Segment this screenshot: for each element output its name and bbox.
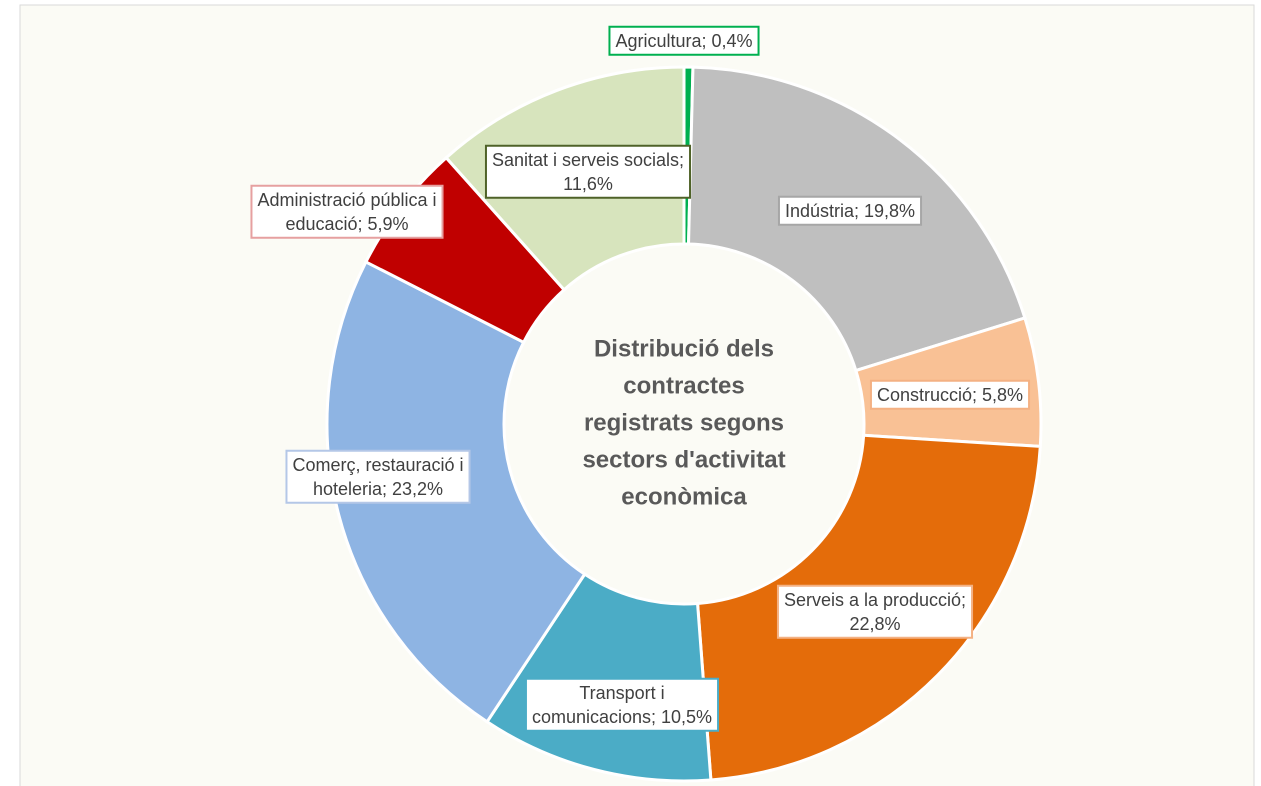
label-text: Serveis a la producció;	[784, 590, 966, 610]
data-label: Construcció; 5,8%	[869, 379, 1031, 410]
label-box	[524, 677, 720, 732]
label-box	[776, 584, 974, 639]
data-label: Serveis a la producció; 22,8%	[776, 584, 974, 639]
label-box	[869, 379, 1031, 410]
data-label: Comerç, restauració i hoteleria; 23,2%	[285, 449, 471, 504]
label-text: Indústria; 19,8%	[785, 201, 915, 221]
label-text: Sanitat i serveis socials;	[492, 150, 684, 170]
label-box	[484, 144, 692, 199]
label-box	[777, 195, 923, 226]
data-label: Administració pública i educació; 5,9%	[250, 184, 444, 239]
data-label: Agricultura; 0,4%	[608, 25, 760, 56]
label-text: hoteleria; 23,2%	[313, 479, 443, 499]
data-label: Sanitat i serveis socials; 11,6%	[484, 144, 692, 199]
label-text: Transport i	[579, 683, 664, 703]
chart-title: Distribució dels	[594, 335, 774, 362]
label-text: comunicacions; 10,5%	[532, 707, 712, 727]
label-box	[285, 449, 471, 504]
data-label: Indústria; 19,8%	[777, 195, 923, 226]
label-text: Agricultura; 0,4%	[615, 31, 752, 51]
label-text: Comerç, restauració i	[292, 455, 463, 475]
label-box	[608, 25, 760, 56]
label-box	[250, 184, 444, 239]
chart-title: registrats segons	[584, 409, 784, 436]
label-text: 11,6%	[563, 174, 613, 194]
label-text: 22,8%	[849, 614, 900, 634]
chart-title: contractes	[623, 372, 744, 399]
label-text: educació; 5,9%	[285, 214, 408, 234]
chart-title: sectors d'activitat	[582, 446, 785, 473]
data-label: Transport i comunicacions; 10,5%	[524, 677, 720, 732]
label-text: Administració pública i	[257, 190, 436, 210]
chart-title: econòmica	[621, 483, 747, 510]
label-text: Construcció; 5,8%	[877, 385, 1023, 405]
